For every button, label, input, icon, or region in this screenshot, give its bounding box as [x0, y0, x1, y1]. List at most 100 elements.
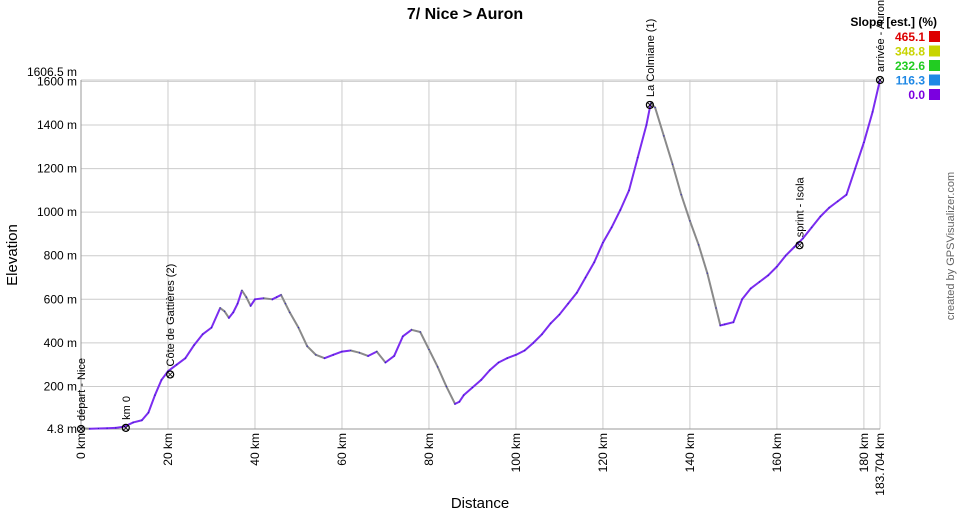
waypoint-label: km 0 [121, 396, 133, 420]
elevation-segment [323, 353, 335, 360]
elevation-segment [854, 141, 865, 170]
elevation-segment [297, 326, 309, 348]
elevation-segment [349, 349, 361, 354]
data-point [663, 135, 665, 137]
elevation-segment [628, 156, 639, 192]
elevation-segment [236, 289, 243, 305]
data-point [732, 321, 735, 323]
elevation-segment [584, 261, 596, 279]
elevation-segment [732, 298, 744, 324]
data-point [250, 305, 252, 307]
x-tick-label: 40 km [248, 433, 262, 466]
data-point [263, 297, 265, 299]
elevation-segment [845, 167, 857, 196]
data-point [437, 366, 439, 368]
elevation-segment [662, 134, 674, 166]
elevation-segment [532, 333, 544, 344]
elevation-segment [688, 219, 700, 246]
elevation-segment [114, 425, 126, 429]
data-point [271, 298, 273, 300]
legend-swatch [929, 45, 940, 57]
elevation-segment [419, 330, 430, 351]
elevation-segment [410, 328, 422, 333]
elevation-segment [697, 243, 709, 275]
elevation-segment [523, 341, 535, 352]
elevation-segment [306, 345, 317, 356]
data-point [332, 354, 334, 356]
data-point [767, 274, 769, 276]
data-point [393, 355, 395, 357]
elevation-segment [462, 386, 474, 397]
data-point [184, 357, 186, 359]
elevation-segment [801, 226, 813, 240]
data-point [584, 276, 587, 279]
data-point [280, 294, 282, 296]
elevation-segment [471, 378, 483, 389]
legend-value: 348.8 [895, 45, 925, 59]
elevation-segment [147, 394, 156, 414]
data-point [802, 237, 804, 239]
data-point [854, 167, 856, 170]
data-point [776, 266, 778, 268]
elevation-segment [393, 335, 404, 357]
data-point [289, 311, 291, 313]
data-point [454, 403, 456, 405]
x-tick-label: 20 km [161, 433, 175, 466]
elevation-segment [201, 326, 213, 336]
waypoint-marker [645, 100, 654, 110]
elevation-segment [245, 296, 252, 307]
elevation-segment [153, 378, 163, 397]
x-axis-title: Distance [451, 495, 509, 510]
elevation-segment [497, 357, 509, 364]
elevation-segment [223, 310, 230, 319]
data-point [384, 361, 387, 364]
data-point [350, 349, 352, 352]
data-point [232, 311, 234, 313]
elevation-segment [636, 123, 648, 159]
grid-lines [80, 79, 881, 430]
waypoint-label: sprint - Isola [795, 176, 807, 237]
x-tick-label: 80 km [422, 433, 436, 466]
elevation-segment [232, 302, 239, 314]
data-point [628, 189, 630, 191]
waypoint-label: La Colmiane (1) [645, 19, 657, 97]
data-point [724, 323, 726, 325]
elevation-segment [175, 357, 187, 366]
elevation-segment [193, 333, 204, 347]
y-tick-label: 1200 m [37, 162, 77, 176]
elevation-segment [715, 307, 722, 327]
waypoint-cross [646, 101, 654, 109]
legend-value: 465.1 [895, 30, 925, 44]
y-tick-label: 1600 m [37, 74, 77, 88]
legend-value: 116.3 [896, 74, 926, 88]
elevation-segment [375, 350, 387, 364]
x-tick-label: 160 km [770, 433, 784, 472]
waypoint-cross [876, 76, 884, 84]
data-point [115, 427, 117, 429]
data-point [147, 412, 150, 414]
data-point [811, 226, 813, 229]
waypoint-marker [795, 241, 804, 250]
elevation-segment [253, 297, 265, 301]
data-point [863, 141, 865, 144]
data-point [698, 244, 700, 246]
data-point [680, 194, 682, 196]
legend-value: 232.6 [895, 59, 925, 73]
data-point [202, 333, 204, 335]
elevation-segment [541, 322, 552, 336]
data-point [358, 352, 360, 354]
data-point [793, 246, 795, 248]
elevation-segment [132, 419, 143, 424]
elevation-segment [384, 354, 396, 364]
data-point [480, 379, 482, 381]
data-point [219, 307, 221, 309]
elevation-segment [249, 298, 256, 307]
data-point [497, 361, 500, 364]
data-point [550, 322, 552, 324]
elevation-segment [645, 102, 652, 126]
data-point [276, 296, 278, 298]
elevation-segment [332, 350, 343, 356]
elevation-segment [123, 421, 135, 428]
elevation-segment [758, 274, 770, 283]
x-tick-label: 180 km [857, 433, 871, 472]
